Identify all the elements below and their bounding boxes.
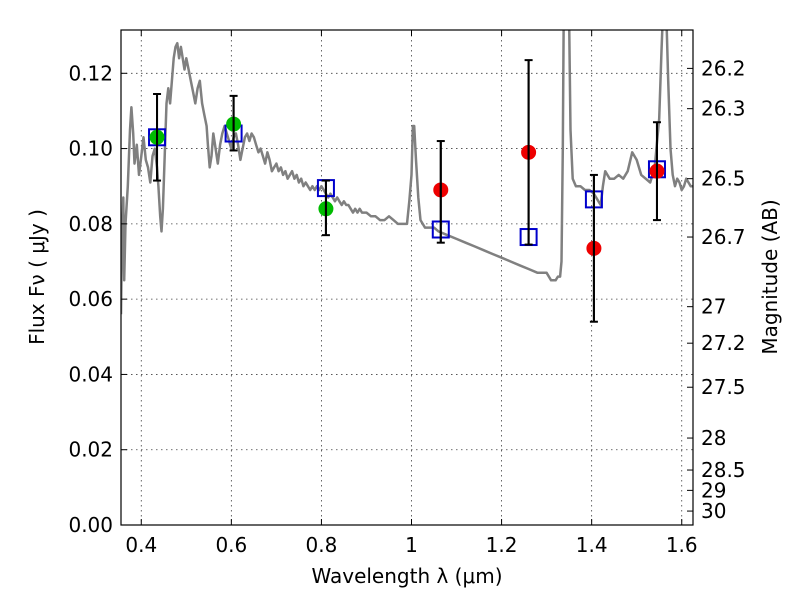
x-tick-label: 0.4 — [125, 533, 157, 557]
y2-tick-label: 26.5 — [701, 167, 746, 191]
plot-frame — [120, 29, 694, 526]
plot-area — [121, 30, 693, 323]
y-tick-label: 0.04 — [68, 362, 113, 386]
y2-axis-label: Magnitude (AB) — [758, 199, 782, 354]
y2-tick-label: 29 — [701, 478, 726, 502]
y-tick-label: 0.12 — [68, 61, 113, 85]
y2-tick-label: 26.2 — [701, 56, 746, 80]
x-tick-label: 0.8 — [306, 533, 338, 557]
axis-ticks: 0.4 0.6 0.8 1 1.2 1.4 1.6 0.00 0.02 0.04 0.06 0.08 0… — [68, 30, 746, 557]
x-tick-label: 1.2 — [486, 533, 518, 557]
x-tick-label: 1 — [405, 533, 418, 557]
y2-tick-label: 27.2 — [701, 331, 746, 355]
y2-tick-label: 26.7 — [701, 225, 746, 249]
y2-tick-label: 26.3 — [701, 97, 746, 121]
x-tick-label: 1.6 — [666, 533, 698, 557]
y2-tick-label: 27.5 — [701, 375, 746, 399]
x-tick-label: 1.4 — [576, 533, 608, 557]
y2-tick-label: 30 — [701, 499, 726, 523]
y2-tick-label: 27 — [701, 295, 726, 319]
x-axis-label: Wavelength λ (μm) — [311, 564, 502, 588]
x-tick-label: 0.6 — [215, 533, 247, 557]
y2-tick-label: 28.5 — [701, 458, 746, 482]
y-tick-label: 0.06 — [68, 287, 113, 311]
y-tick-label: 0.00 — [68, 513, 113, 537]
y2-tick-label: 28 — [701, 426, 726, 450]
y-tick-label: 0.02 — [68, 438, 113, 462]
y-tick-label: 0.10 — [68, 137, 113, 161]
y-tick-label: 0.08 — [68, 212, 113, 236]
y-axis-label: Flux Fν ( μJy ) — [25, 209, 49, 345]
